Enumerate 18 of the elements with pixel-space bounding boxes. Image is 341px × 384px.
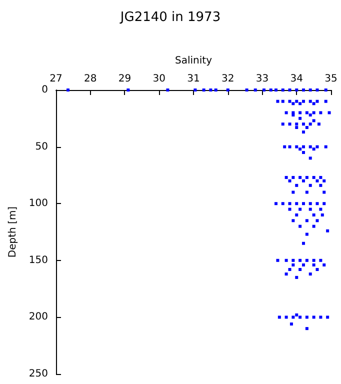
chart-title: JG2140 in 1973 [119,10,221,25]
y-tick-label: 100 [28,198,48,210]
y-tick-label: 0 [42,84,48,96]
y-tick-label: 200 [28,312,48,323]
x-tick-label: 27 [50,74,62,84]
x-tick-label: 32 [222,74,234,84]
x-tick-label: 29 [118,74,132,84]
x-tick-label: 31 [187,74,200,84]
x-tick-label: 35 [324,74,338,84]
x-tick-label: 30 [152,74,166,84]
x-tick-label: 28 [84,74,97,84]
x-tick-label: 34 [290,74,303,84]
y-tick-label: 250 [28,368,48,380]
x-tick-label: 33 [256,74,269,84]
y-tick-label: 50 [35,141,48,152]
x-axis-title: Salinity [174,56,212,66]
y-axis-title: Depth [m] [8,206,18,258]
y-tick-label: 150 [28,254,48,266]
